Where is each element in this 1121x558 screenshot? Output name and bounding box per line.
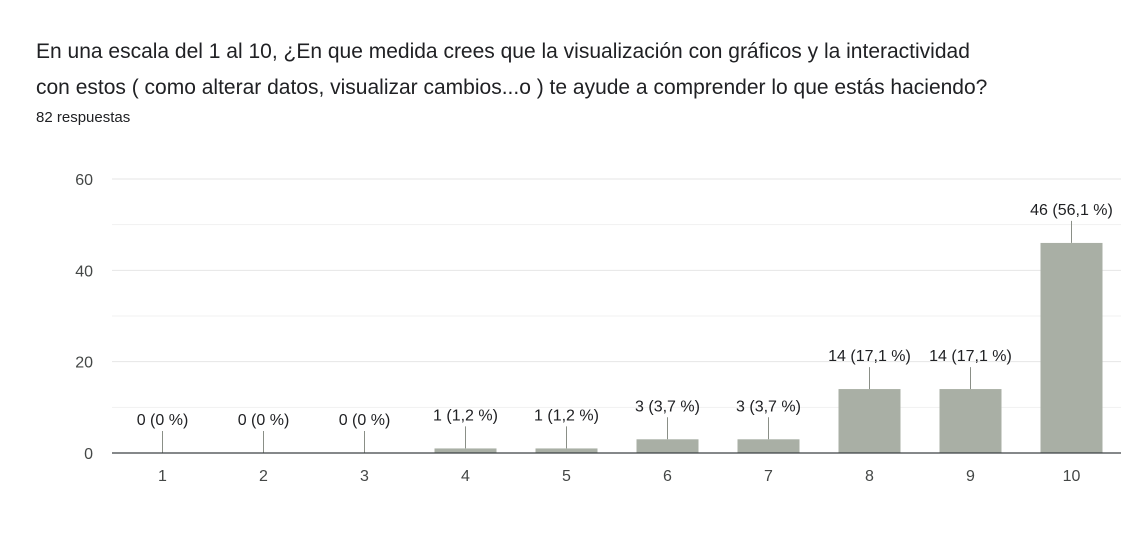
bar-5	[535, 448, 598, 453]
data-label-6: 3 (3,7 %)	[635, 398, 700, 415]
bar-10	[1040, 242, 1103, 453]
x-tick-label-7: 7	[764, 468, 773, 485]
data-label-1: 0 (0 %)	[137, 412, 189, 429]
x-tick-label-2: 2	[259, 468, 268, 485]
data-label-8: 14 (17,1 %)	[828, 348, 911, 365]
bar-9	[939, 389, 1002, 453]
y-tick-label: 0	[84, 446, 93, 463]
data-label-10: 46 (56,1 %)	[1030, 202, 1113, 219]
x-tick-label-1: 1	[158, 468, 167, 485]
data-label-2: 0 (0 %)	[238, 412, 290, 429]
x-tick-label-3: 3	[360, 468, 369, 485]
x-tick-label-4: 4	[461, 468, 470, 485]
x-tick-label-8: 8	[865, 468, 874, 485]
question-title-line1: En una escala del 1 al 10, ¿En que medid…	[36, 40, 970, 63]
bar-6	[636, 439, 699, 453]
bar-8	[838, 389, 901, 453]
x-tick-label-5: 5	[562, 468, 571, 485]
bar-4	[434, 448, 497, 453]
y-tick-label: 60	[75, 172, 93, 189]
x-tick-label-6: 6	[663, 468, 672, 485]
x-tick-label-9: 9	[966, 468, 975, 485]
data-label-9: 14 (17,1 %)	[929, 348, 1012, 365]
data-label-5: 1 (1,2 %)	[534, 407, 599, 424]
question-title-line2: con estos ( como alterar datos, visualiz…	[36, 76, 988, 99]
y-tick-label: 40	[75, 263, 93, 280]
question-title: En una escala del 1 al 10, ¿En que medid…	[36, 34, 1116, 106]
bar-7	[737, 439, 800, 453]
x-tick-label-10: 10	[1063, 468, 1081, 485]
data-label-4: 1 (1,2 %)	[433, 407, 498, 424]
response-count: 82 respuestas	[36, 109, 131, 126]
y-tick-label: 20	[75, 355, 93, 372]
data-label-3: 0 (0 %)	[339, 412, 391, 429]
data-label-7: 3 (3,7 %)	[736, 398, 801, 415]
